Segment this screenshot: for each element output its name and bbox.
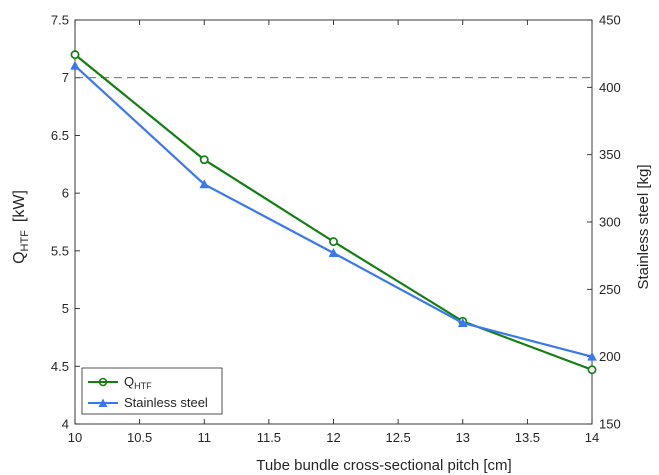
left-y-tick-label: 5 xyxy=(62,301,69,316)
x-axis-ticks: 10 10.5 11 11.5 12 12.5 13 13.5 14 xyxy=(68,20,599,445)
data-point-qhtf xyxy=(70,50,80,60)
left-y-tick-label: 6 xyxy=(62,186,69,201)
left-y-tick-label: 5.5 xyxy=(51,243,69,258)
series-group xyxy=(70,50,597,375)
series-line-qhtf xyxy=(74,53,593,371)
x-tick-label: 12 xyxy=(326,430,340,445)
left-y-tick-label: 7 xyxy=(62,70,69,85)
legend-marker-stainless-steel xyxy=(98,398,108,407)
left-y-axis-label-sub: HTF xyxy=(19,230,31,252)
x-tick-label: 10.5 xyxy=(127,430,152,445)
legend-label-stainless-steel: Stainless steel xyxy=(124,395,208,410)
data-point-stainless-steel xyxy=(70,60,80,70)
left-y-axis-label-main: Q xyxy=(11,251,28,263)
right-y-tick-label: 400 xyxy=(599,80,621,95)
data-point-stainless-steel xyxy=(457,318,468,327)
data-point-qhtf xyxy=(587,365,597,375)
x-axis-label: Tube bundle cross-sectional pitch [cm] xyxy=(256,457,511,474)
right-y-tick-label: 300 xyxy=(599,215,621,230)
legend-label-qhtf: QHTF xyxy=(124,374,152,391)
x-tick-label: 12.5 xyxy=(385,430,410,445)
data-point-stainless-steel xyxy=(199,179,210,189)
left-y-axis-label-unit: [kW] xyxy=(11,190,28,222)
right-y-axis-label: Stainless steel [kg] xyxy=(635,164,652,289)
legend: QHTF Stainless steel xyxy=(81,367,223,415)
left-y-tick-label: 4.5 xyxy=(51,359,69,374)
x-tick-label: 13 xyxy=(456,430,470,445)
right-y-tick-label: 350 xyxy=(599,147,621,162)
data-point-qhtf xyxy=(199,155,209,165)
left-y-tick-label: 6.5 xyxy=(51,128,69,143)
right-y-axis-ticks: 150 200 250 300 350 400 450 xyxy=(587,13,621,432)
left-y-tick-label: 7.5 xyxy=(51,13,69,28)
x-tick-label: 11 xyxy=(198,430,212,445)
right-y-tick-label: 250 xyxy=(599,282,621,297)
legend-marker-qhtf xyxy=(98,377,108,387)
data-point-stainless-steel xyxy=(587,351,597,361)
left-y-axis-label: QHTF [kW] xyxy=(11,190,31,264)
x-tick-label: 14 xyxy=(585,430,599,445)
left-y-tick-label: 4 xyxy=(62,417,69,432)
right-y-tick-label: 200 xyxy=(599,349,621,364)
data-point-qhtf xyxy=(329,237,338,247)
left-y-axis-ticks: 4 4.5 5 5.5 6 6.5 7 7.5 xyxy=(51,13,80,432)
x-tick-label: 11.5 xyxy=(257,430,281,445)
plot-frame xyxy=(74,19,593,425)
x-tick-label: 10 xyxy=(68,430,82,445)
data-point-stainless-steel xyxy=(328,247,339,257)
right-y-tick-label: 450 xyxy=(599,13,621,28)
x-tick-label: 13.5 xyxy=(515,430,540,445)
series-line-stainless-steel xyxy=(74,64,593,358)
plot-area-border xyxy=(74,19,593,425)
right-y-tick-label: 150 xyxy=(599,417,621,432)
